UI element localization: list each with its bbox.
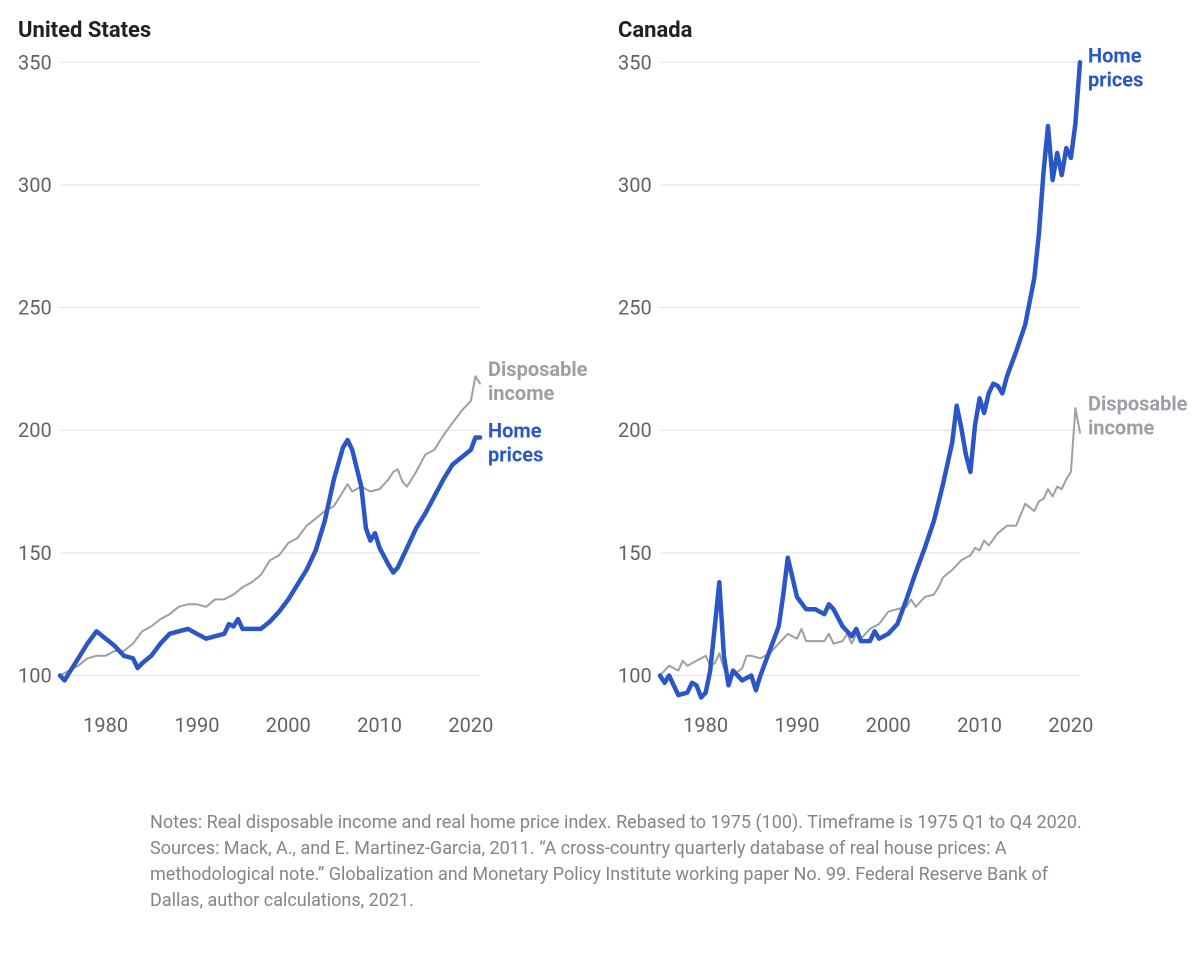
y-tick-label: 350 [618,50,652,74]
x-tick-label: 2000 [866,713,911,737]
series-home-prices [60,438,480,681]
source-notes: Notes: Real disposable income and real h… [150,810,1100,914]
series-label-disposable-income: income [1088,416,1155,440]
y-tick-label: 200 [18,418,52,442]
x-tick-label: 2010 [357,713,402,737]
y-tick-label: 250 [18,296,52,320]
x-tick-label: 1990 [774,713,819,737]
chart-svg: 100 150 200 250 300 350 1980 1990 2000 2010 2020 Di… [600,0,1200,780]
x-tick-label: 2020 [448,713,493,737]
x-tick-label: 2020 [1048,713,1093,737]
chart-title: Canada [618,18,692,43]
y-tick-label: 350 [18,50,52,74]
x-tick-label: 1980 [83,713,128,737]
series-home-prices [660,62,1080,697]
y-tick-label: 300 [18,173,52,197]
charts-row: United States 100 150 200 250 300 350 1980 1990 2… [0,0,1200,780]
series-label-disposable-income: income [488,381,555,405]
x-tick-label: 2010 [957,713,1002,737]
y-tick-label: 150 [18,541,52,565]
x-tick-label: 2000 [266,713,311,737]
x-tick-label: 1980 [683,713,728,737]
series-label-home-prices: prices [1088,67,1143,91]
chart-ca: Canada 100 150 200 250 300 350 1980 1990 2000 2010… [600,0,1200,780]
y-tick-label: 150 [618,541,652,565]
y-tick-label: 200 [618,418,652,442]
y-tick-label: 100 [18,663,52,687]
x-tick-label: 1990 [174,713,219,737]
page: United States 100 150 200 250 300 350 1980 1990 2… [0,0,1200,954]
series-label-home-prices: Home [1088,43,1142,67]
series-label-home-prices: Home [488,419,542,443]
chart-us: United States 100 150 200 250 300 350 1980 1990 2… [0,0,600,780]
chart-title: United States [18,18,151,43]
y-tick-label: 100 [618,663,652,687]
y-tick-label: 250 [618,296,652,320]
y-tick-label: 300 [618,173,652,197]
series-label-disposable-income: Disposable [488,357,588,381]
series-label-home-prices: prices [488,443,543,467]
series-label-disposable-income: Disposable [1088,392,1188,416]
chart-svg: 100 150 200 250 300 350 1980 1990 2000 2010 2020 Di… [0,0,600,780]
